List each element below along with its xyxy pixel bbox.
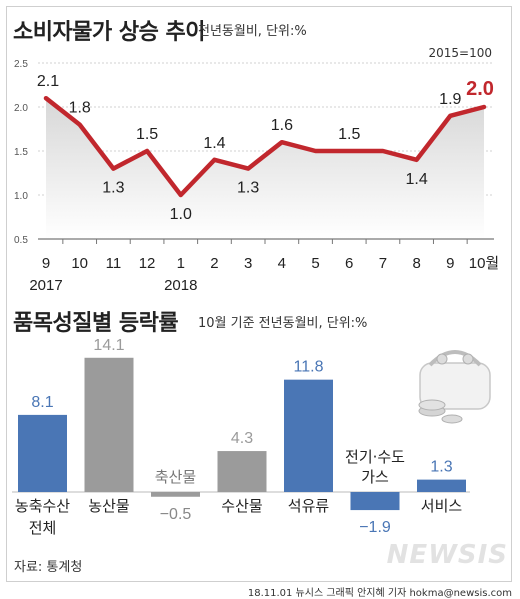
- x-tick-label: 6: [345, 255, 353, 272]
- x-tick-label: 11: [106, 255, 122, 272]
- x-tick-label: 4: [278, 255, 286, 272]
- y-tick-label: 2.0: [14, 103, 28, 114]
- x-tick-label: 9: [42, 255, 50, 272]
- x-tick-label: 9: [446, 255, 454, 272]
- cpi-series-line: [43, 95, 487, 198]
- newsis-logo: NEWSIS: [386, 540, 508, 570]
- x-tick-label: 12: [139, 255, 156, 272]
- y-tick-label: 1.0: [14, 191, 28, 202]
- bar-value-label: 8.1: [31, 394, 53, 411]
- data-label: 1.6: [271, 117, 293, 134]
- bar-value-label: −0.5: [160, 506, 192, 523]
- x-tick-label: 10: [71, 255, 88, 272]
- bar: [350, 492, 400, 511]
- data-label: 2.1: [37, 73, 59, 90]
- year-label: 2018: [164, 277, 197, 294]
- purse-illustration: [418, 350, 491, 424]
- bar-chart-title: 품목성질별 등락률: [13, 311, 179, 336]
- chart-frame: [6, 6, 512, 582]
- y-tick-label: 0.5: [14, 235, 28, 246]
- bar-category-label: 석유류: [288, 497, 330, 515]
- bar-value-label: 1.3: [430, 459, 452, 476]
- bar-category-label: 서비스: [421, 497, 463, 515]
- x-tick-label: 1: [177, 255, 185, 272]
- bar-category-label: 축산물: [155, 468, 196, 486]
- line-chart-subtitle: 전년동월비, 단위:%: [198, 24, 307, 39]
- data-label: 1.5: [136, 126, 158, 143]
- x-tick-label: 7: [379, 255, 387, 272]
- credit-note: 18.11.01 뉴시스 그래픽 안지혜 기자 hokma@newsis.com: [247, 588, 512, 599]
- bar-category-label: 전기·수도: [345, 448, 405, 466]
- bar-value-label: 4.3: [231, 430, 253, 447]
- data-label: 1.5: [338, 126, 360, 143]
- bar-category-label: 가스: [361, 468, 389, 486]
- data-label: 1.0: [170, 206, 192, 223]
- data-label: 1.3: [102, 180, 124, 197]
- base-year-note: 2015=100: [428, 46, 493, 60]
- bar: [18, 414, 67, 492]
- data-label: 1.4: [405, 171, 427, 188]
- bar-value-label: 14.1: [93, 337, 124, 354]
- line-chart-title: 소비자물가 상승 추이: [13, 20, 205, 45]
- bar: [284, 379, 333, 492]
- bar: [217, 451, 267, 492]
- bar-category-label: 수산물: [221, 497, 262, 515]
- data-label: 1.3: [237, 180, 259, 197]
- data-label: 1.4: [203, 135, 225, 152]
- x-tick-label: 8: [412, 255, 420, 272]
- bar-chart-subtitle: 10월 기준 전년동월비, 단위:%: [198, 316, 368, 331]
- x-tick-label: 3: [244, 255, 252, 272]
- data-label: 2.0: [466, 78, 494, 100]
- source-note: 자료: 통계청: [14, 560, 83, 575]
- y-tick-label: 1.5: [14, 147, 28, 158]
- data-label: 1.9: [439, 91, 461, 108]
- bar: [84, 357, 134, 492]
- x-tick-label: 10월: [469, 255, 500, 272]
- y-tick-label: 2.5: [14, 59, 28, 70]
- line-area-fill: [46, 98, 484, 239]
- x-tick-label: 2: [210, 255, 218, 272]
- data-label: 1.8: [69, 100, 91, 117]
- bar: [417, 479, 466, 492]
- year-label: 2017: [29, 277, 62, 294]
- x-tick-label: 5: [311, 255, 319, 272]
- bar-category-label: 전체: [29, 519, 57, 537]
- bar-value-label: −1.9: [359, 519, 391, 536]
- bar-category-label: 농산물: [88, 497, 129, 515]
- bar-category-label: 농축수산: [15, 497, 70, 515]
- bar-value-label: 11.8: [294, 359, 324, 376]
- bar: [151, 492, 200, 497]
